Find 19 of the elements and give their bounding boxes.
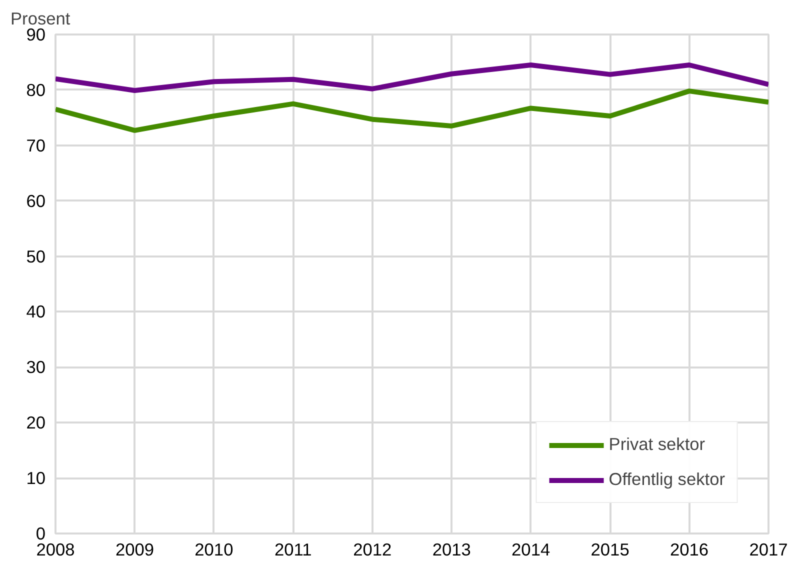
legend-label: Privat sektor <box>608 434 706 455</box>
y-tick-label: 30 <box>26 357 46 378</box>
y-tick-label: 20 <box>26 412 46 433</box>
legend-label: Offentlig sektor <box>608 469 725 490</box>
y-tick-label: 10 <box>26 468 46 488</box>
x-tick-label: 2014 <box>512 540 550 560</box>
x-tick-label: 2012 <box>353 540 392 560</box>
y-tick-label: 60 <box>26 190 46 211</box>
x-tick-label: 2016 <box>670 540 709 560</box>
x-tick-label: 2013 <box>432 540 471 560</box>
y-tick-label: 50 <box>26 246 46 266</box>
y-tick-label: 80 <box>26 80 46 100</box>
x-tick-label: 2017 <box>749 540 788 560</box>
x-tick-label: 2011 <box>274 540 312 560</box>
x-tick-label: 2009 <box>115 540 154 560</box>
y-tick-label: 70 <box>26 135 46 156</box>
y-tick-label: 40 <box>26 302 46 322</box>
x-tick-label: 2015 <box>590 540 630 560</box>
x-tick-label: 2010 <box>194 540 234 560</box>
